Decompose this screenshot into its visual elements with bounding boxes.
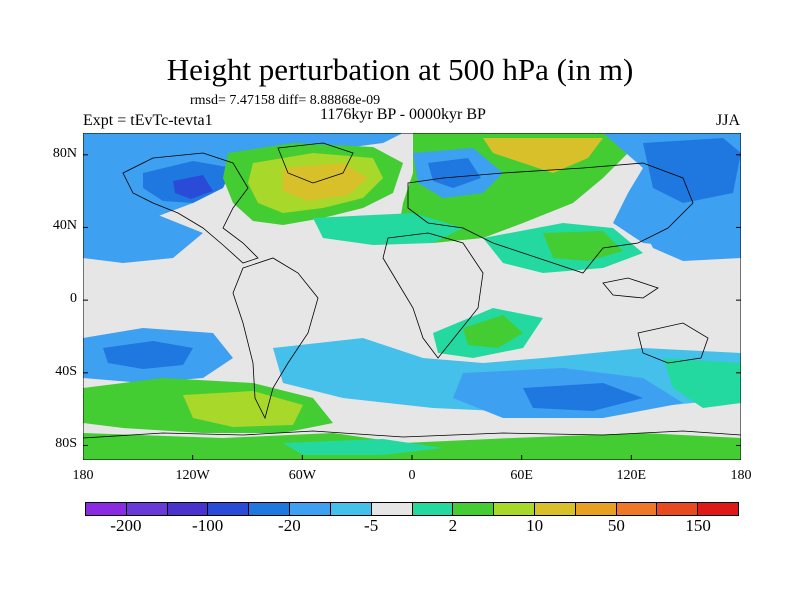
lat-label: 40N [52, 218, 77, 234]
contour-region [543, 231, 623, 261]
colorbar-label: -5 [364, 516, 379, 535]
lat-label: 80N [52, 145, 77, 161]
colorbar-swatch [698, 503, 738, 515]
colorbar-label: 50 [607, 516, 625, 535]
lon-label: 0 [408, 468, 416, 483]
experiment-label: Expt = tEvTc-tevta1 [83, 112, 213, 129]
lat-label: 40S [55, 363, 77, 379]
colorbar-label: 150 [685, 516, 711, 535]
colorbar [85, 502, 739, 516]
contour-region [183, 391, 303, 427]
colorbar-swatch [534, 503, 576, 515]
contour-region [663, 358, 741, 408]
contour-region [463, 315, 523, 348]
colorbar-swatch [657, 503, 699, 515]
colorbar-swatch [616, 503, 658, 515]
colorbar-swatch [167, 503, 209, 515]
colorbar-label: 10 [526, 516, 544, 535]
lon-label: 120W [175, 468, 210, 483]
colorbar-label: -20 [278, 516, 301, 535]
colorbar-swatch [249, 503, 291, 515]
colorbar-swatch [575, 503, 617, 515]
lon-ticks [83, 455, 741, 460]
contour-region [428, 158, 481, 188]
coastlines [83, 142, 741, 439]
lon-label: 60W [288, 468, 316, 483]
height-perturbation-map [83, 133, 741, 460]
lon-label: 60E [510, 468, 533, 483]
colorbar-label: 2 [448, 516, 458, 535]
contour-region [483, 138, 603, 173]
colorbar-label: -200 [110, 516, 142, 535]
contour-region [283, 439, 443, 455]
lat-label: 0 [70, 291, 77, 307]
plot-title: Height perturbation at 500 hPa (in m) [166, 52, 634, 87]
colorbar-swatch [86, 503, 127, 515]
contour-region [283, 163, 368, 201]
colorbar-swatch [494, 503, 535, 515]
contour-region [173, 175, 213, 199]
colorbar-swatch [371, 503, 413, 515]
colorbar-swatch [126, 503, 168, 515]
colorbar-swatch [208, 503, 250, 515]
lat-label: 80S [55, 436, 77, 452]
lon-label: 120E [616, 468, 647, 483]
contour-region [643, 138, 741, 203]
contour-region [83, 213, 203, 263]
contour-region [523, 383, 643, 411]
contour-region [643, 223, 741, 261]
lon-label: 180 [730, 468, 752, 483]
rmsd-stats: rmsd= 7.47158 diff= 8.88868e-09 [190, 93, 381, 108]
lon-label: 180 [72, 468, 94, 483]
colorbar-swatch [330, 503, 372, 515]
colorbar-label: -100 [192, 516, 224, 535]
lat-ticks [83, 154, 741, 446]
colorbar-swatch [290, 503, 331, 515]
period-label: 1176kyr BP - 0000kyr BP [320, 106, 486, 123]
contour-region [103, 341, 193, 369]
colorbar-swatch [453, 503, 495, 515]
colorbar-swatch [412, 503, 454, 515]
season-label: JJA [716, 112, 741, 129]
